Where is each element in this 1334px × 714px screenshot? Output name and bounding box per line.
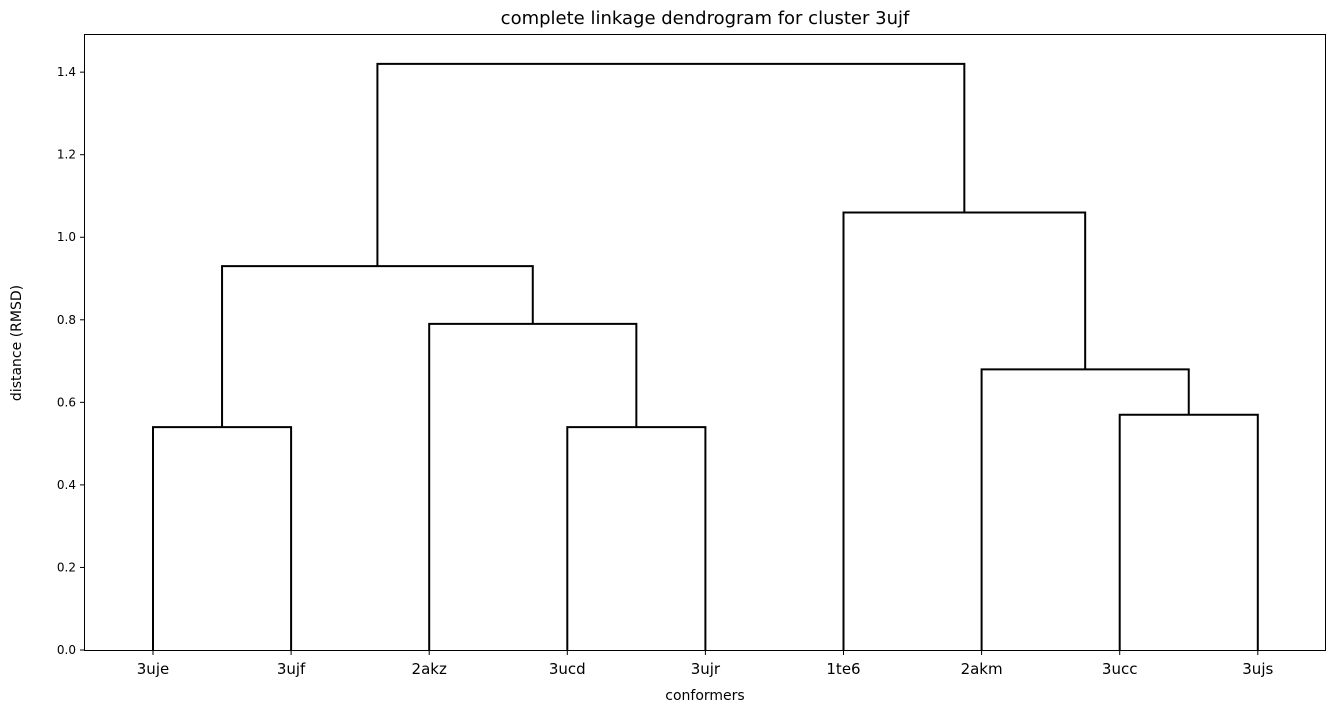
dendrogram-link-C	[1118, 413, 1259, 650]
y-tick-label: 0.0	[57, 643, 76, 657]
leaf-label-3ucc: 3ucc	[1102, 660, 1138, 678]
y-tick-label: 1.4	[57, 65, 76, 79]
y-tick-label: 1.2	[57, 148, 76, 162]
leaf-label-3uje: 3uje	[137, 660, 169, 678]
chart-title: complete linkage dendrogram for cluster …	[501, 8, 910, 29]
plot-frame	[84, 34, 1326, 651]
dendrogram-link-E	[428, 322, 638, 650]
leaf-label-2akz: 2akz	[412, 660, 447, 678]
leaf-label-3ujr: 3ujr	[691, 660, 721, 678]
dendrogram-link-G	[842, 211, 1087, 650]
dendrogram-link-A	[152, 426, 293, 650]
leaf-label-1te6: 1te6	[826, 660, 860, 678]
dendrogram-link-F	[221, 265, 534, 428]
dendrogram-link-B	[566, 426, 707, 650]
dendrogram-links	[152, 62, 1259, 650]
x-axis-label: conformers	[665, 688, 744, 704]
leaf-label-3ujs: 3ujs	[1242, 660, 1273, 678]
leaf-label-3ucd: 3ucd	[549, 660, 586, 678]
dendrogram-link-D	[980, 368, 1190, 650]
leaf-label-3ujf: 3ujf	[277, 660, 306, 678]
y-axis-label: distance (RMSD)	[9, 285, 25, 401]
x-axis-ticks: 3uje 3ujf 2akz 3ucd 3ujr 1te6 2akm 3ucc 3ujs	[137, 650, 1273, 678]
y-tick-label: 0.2	[57, 560, 76, 574]
y-tick-label: 0.6	[57, 395, 76, 409]
y-axis-ticks: 0.0 0.2 0.4 0.6 0.8 1.0 1.2 1.4	[57, 65, 85, 657]
dendrogram-link-H	[376, 62, 966, 267]
y-tick-label: 1.0	[57, 230, 76, 244]
y-tick-label: 0.4	[57, 478, 76, 492]
leaf-label-2akm: 2akm	[961, 660, 1003, 678]
y-tick-label: 0.8	[57, 313, 76, 327]
